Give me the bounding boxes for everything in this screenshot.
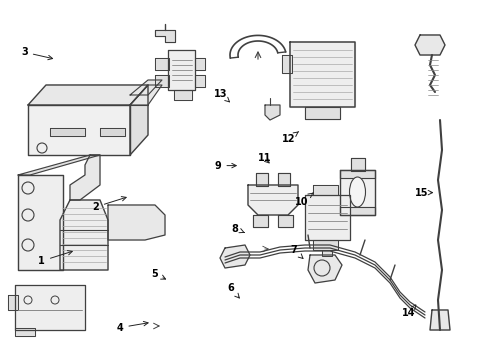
Polygon shape xyxy=(28,105,130,155)
Text: 14: 14 xyxy=(402,305,416,318)
Polygon shape xyxy=(100,128,125,136)
Text: 6: 6 xyxy=(227,283,240,298)
Polygon shape xyxy=(340,170,375,178)
Polygon shape xyxy=(18,155,100,175)
Polygon shape xyxy=(308,255,342,283)
Text: 4: 4 xyxy=(117,321,148,333)
Polygon shape xyxy=(322,250,332,256)
Polygon shape xyxy=(248,185,298,215)
Polygon shape xyxy=(290,42,355,107)
Polygon shape xyxy=(130,80,162,95)
Polygon shape xyxy=(70,155,100,200)
Text: 5: 5 xyxy=(151,269,166,279)
Polygon shape xyxy=(305,195,350,240)
Polygon shape xyxy=(220,245,250,268)
Text: 9: 9 xyxy=(215,161,236,171)
Text: 3: 3 xyxy=(21,47,52,60)
Polygon shape xyxy=(155,58,169,70)
Text: 8: 8 xyxy=(232,224,244,234)
Polygon shape xyxy=(340,170,375,215)
Polygon shape xyxy=(155,30,175,42)
Polygon shape xyxy=(28,85,148,105)
Text: 12: 12 xyxy=(282,132,298,144)
Polygon shape xyxy=(430,310,450,330)
Polygon shape xyxy=(195,58,205,70)
Polygon shape xyxy=(130,85,162,105)
Polygon shape xyxy=(278,173,290,186)
Polygon shape xyxy=(15,285,85,330)
Polygon shape xyxy=(340,207,375,215)
Text: 10: 10 xyxy=(294,193,313,207)
Polygon shape xyxy=(18,175,63,270)
Polygon shape xyxy=(351,158,365,171)
Polygon shape xyxy=(130,85,148,155)
Polygon shape xyxy=(195,75,205,87)
Polygon shape xyxy=(155,75,169,87)
Text: 13: 13 xyxy=(214,89,229,102)
Text: 7: 7 xyxy=(291,245,303,258)
Text: 2: 2 xyxy=(92,197,126,212)
Polygon shape xyxy=(313,185,338,195)
Polygon shape xyxy=(313,240,338,250)
Polygon shape xyxy=(305,107,340,119)
Polygon shape xyxy=(282,55,292,73)
Polygon shape xyxy=(108,205,165,240)
Polygon shape xyxy=(256,173,268,186)
Polygon shape xyxy=(278,215,293,227)
Polygon shape xyxy=(168,50,195,90)
Polygon shape xyxy=(15,328,35,336)
Text: 1: 1 xyxy=(38,251,72,266)
Polygon shape xyxy=(253,215,268,227)
Polygon shape xyxy=(60,200,108,270)
Polygon shape xyxy=(8,295,18,310)
Polygon shape xyxy=(415,35,445,55)
Text: 11: 11 xyxy=(258,153,271,163)
Text: 15: 15 xyxy=(415,188,433,198)
Polygon shape xyxy=(174,90,192,100)
Polygon shape xyxy=(265,105,280,120)
Polygon shape xyxy=(50,128,85,136)
Ellipse shape xyxy=(349,177,366,207)
